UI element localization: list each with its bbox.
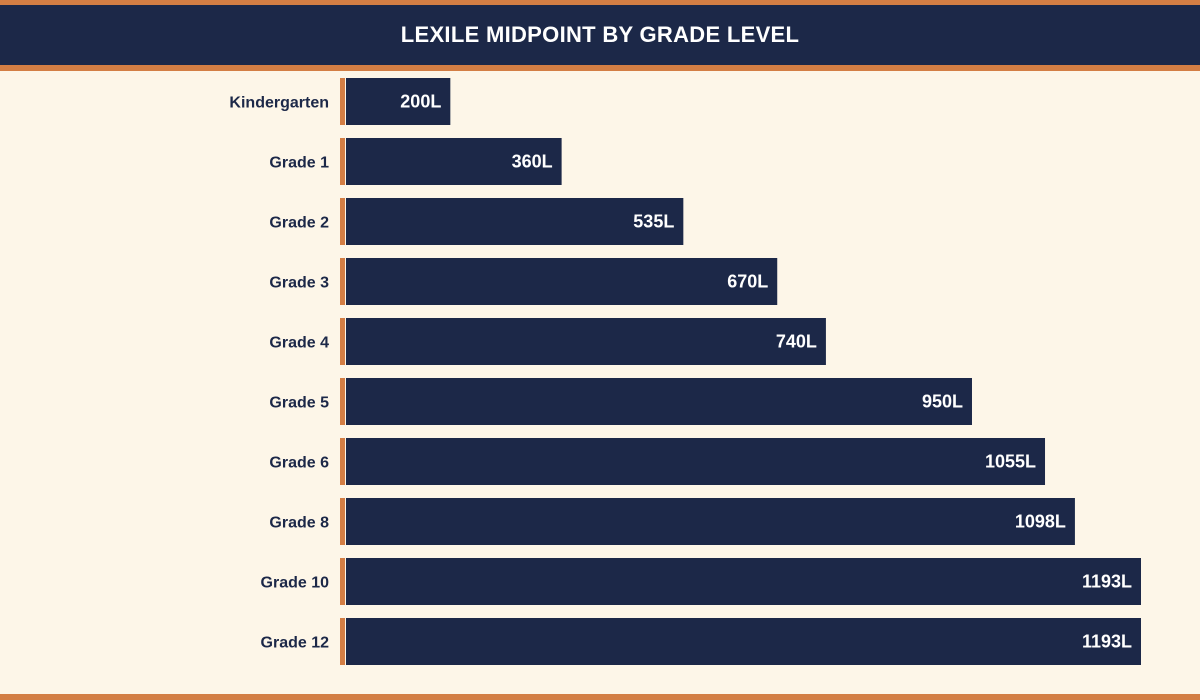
bar-baseline-marker (340, 198, 345, 245)
data-value-label: 950L (922, 392, 963, 412)
bar-baseline-marker (340, 618, 345, 665)
bar-baseline-marker (340, 498, 345, 545)
bar-grade-1 (346, 138, 562, 185)
bar-baseline-marker (340, 378, 345, 425)
data-value-label: 535L (633, 212, 674, 232)
data-value-label: 1193L (1082, 632, 1132, 652)
category-label: Grade 4 (269, 335, 329, 352)
bar-baseline-marker (340, 78, 345, 125)
category-label: Kindergarten (229, 95, 329, 112)
category-label: Grade 1 (269, 155, 329, 172)
bar-grade-12 (346, 618, 1141, 665)
top-accent-rule (0, 0, 1200, 5)
bar-kindergarten (346, 78, 451, 125)
bar-baseline-marker (340, 138, 345, 185)
data-value-label: 1055L (985, 452, 1036, 472)
category-label: Grade 6 (269, 455, 329, 472)
bar-grade-2 (346, 198, 684, 245)
category-label: Grade 10 (261, 575, 330, 592)
chart-title: LEXILE MIDPOINT BY GRADE LEVEL (400, 22, 800, 47)
bar-grade-8 (346, 498, 1075, 545)
data-value-label: 360L (512, 152, 553, 172)
bar-baseline-marker (340, 318, 345, 365)
bottom-accent-rule (0, 694, 1200, 700)
data-value-label: 200L (400, 92, 441, 112)
bar-baseline-marker (340, 258, 345, 305)
bar-grade-4 (346, 318, 826, 365)
bar-baseline-marker (340, 558, 345, 605)
category-label: Grade 8 (269, 515, 329, 532)
data-value-label: 740L (776, 332, 817, 352)
category-label: Grade 2 (269, 215, 329, 232)
bar-grade-3 (346, 258, 778, 305)
bar-grade-10 (346, 558, 1141, 605)
category-label: Grade 3 (269, 275, 329, 292)
category-label: Grade 12 (261, 635, 330, 652)
category-label: Grade 5 (269, 395, 329, 412)
bar-grade-6 (346, 438, 1046, 485)
bar-grade-5 (346, 378, 972, 425)
chart-header: LEXILE MIDPOINT BY GRADE LEVEL (0, 5, 1200, 65)
data-value-label: 1098L (1015, 512, 1066, 532)
data-value-label: 1193L (1082, 572, 1132, 592)
bar-baseline-marker (340, 438, 345, 485)
header-accent-rule (0, 65, 1200, 71)
data-value-label: 670L (727, 272, 768, 292)
